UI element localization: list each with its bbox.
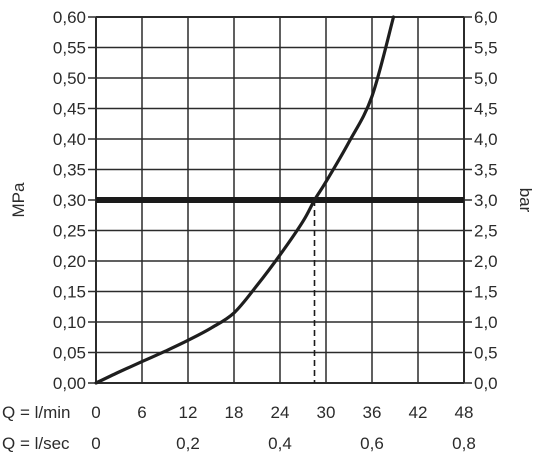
x-tick-label-lsec: 0,4 [268,434,292,453]
x-tick-label-lmin: 24 [271,403,290,422]
y-left-tick-label: 0,20 [53,252,86,271]
y-right-tick-label: 6,0 [474,8,498,27]
curve-layer [94,15,396,385]
y-left-tick-label: 0,50 [53,69,86,88]
x-tick-label-lsec: 0,2 [176,434,200,453]
y-right-tick-label: 4,0 [474,130,498,149]
x-tick-label-lmin: 30 [317,403,336,422]
y-right-tick-label: 5,5 [474,39,498,58]
y-left-tick-label: 0,30 [53,191,86,210]
y-right-tick-label: 3,0 [474,191,498,210]
y-left-tick-label: 0,00 [53,374,86,393]
x-axis-ticks: 0 6 12 18 24 30 36 42 48 0 0,2 0,4 0,6 0,8 [91,403,476,453]
right-axis-ticks: 0,0 0,5 1,0 1,5 2,0 2,5 3,0 3,5 4,0 4,5 5,0 5,5 6,0 [474,8,498,393]
y-left-tick-label: 0,10 [53,313,86,332]
y-left-tick-label: 0,45 [53,100,86,119]
x-tick-label-lsec: 0 [91,434,100,453]
x-tick-label-lsec: 0,6 [360,434,384,453]
y-left-tick-label: 0,60 [53,8,86,27]
y-right-axis-title: bar [516,188,535,213]
x-tick-label-lmin: 36 [363,403,382,422]
y-right-tick-label: 2,5 [474,222,498,241]
x-tick-label-lmin: 12 [179,403,198,422]
y-right-tick-label: 0,5 [474,344,498,363]
y-left-tick-label: 0,35 [53,161,86,180]
x-tick-label-lmin: 0 [91,403,100,422]
y-left-tick-label: 0,55 [53,39,86,58]
y-right-tick-label: 0,0 [474,374,498,393]
grid [88,16,472,384]
x-row-label-lmin: Q = l/min [2,403,71,422]
x-tick-label-lmin: 18 [225,403,244,422]
y-right-tick-label: 1,0 [474,313,498,332]
y-right-tick-label: 3,5 [474,161,498,180]
y-right-tick-label: 1,5 [474,283,498,302]
x-tick-label-lmin: 6 [137,403,146,422]
y-left-axis-title: MPa [9,182,28,218]
y-right-tick-label: 5,0 [474,69,498,88]
y-left-tick-label: 0,25 [53,222,86,241]
y-right-tick-label: 4,5 [474,100,498,119]
x-tick-label-lmin: 48 [455,403,474,422]
x-row-label-lsec: Q = l/sec [2,434,70,453]
y-left-tick-label: 0,40 [53,130,86,149]
pressure-flow-curve [94,15,396,385]
y-right-tick-label: 2,0 [474,252,498,271]
x-tick-label-lsec: 0,8 [452,434,476,453]
x-tick-label-lmin: 42 [409,403,428,422]
reference-layer [96,197,464,383]
left-axis-ticks: 0,00 0,05 0,10 0,15 0,20 0,25 0,30 0,35 0,40 0,45… [53,8,86,393]
y-left-tick-label: 0,05 [53,344,86,363]
y-left-tick-label: 0,15 [53,283,86,302]
